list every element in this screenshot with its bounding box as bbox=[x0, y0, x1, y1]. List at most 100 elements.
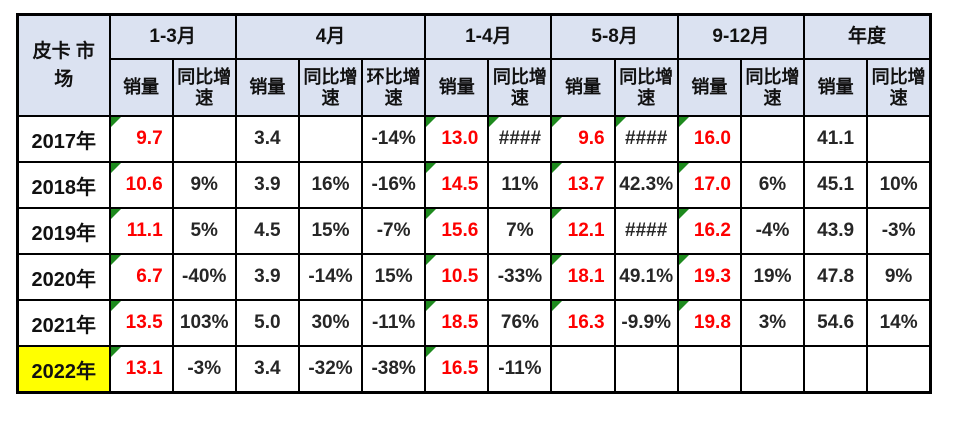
group-1-4月: 1-4月 bbox=[424, 13, 553, 60]
row-year-label: 2020年 bbox=[16, 253, 111, 301]
table-row: 2018年 10.6 9% 3.9 16% -16% 14.5 11% 13.7 42.3% 17.… bbox=[16, 161, 932, 209]
table-cell: #### bbox=[613, 115, 679, 163]
table-cell: 9.7 bbox=[108, 115, 174, 163]
table-cell: 19% bbox=[739, 253, 806, 301]
table-cell: #### bbox=[487, 115, 553, 163]
table-row: 2017年 9.7 3.4 -14% 13.0 #### 9.6 #### 16.0 41.1 bbox=[16, 115, 932, 163]
subcol-label: 同比增速 bbox=[739, 58, 806, 117]
table-cell: 15.6 bbox=[424, 207, 490, 255]
group-1-3月: 1-3月 bbox=[108, 13, 237, 60]
table-cell: 9% bbox=[171, 161, 237, 209]
table-cell bbox=[171, 115, 237, 163]
table-cell: 45.1 bbox=[803, 161, 869, 209]
table-cell: 13.5 bbox=[108, 299, 174, 347]
row-year-label: 2017年 bbox=[16, 115, 111, 163]
table-body: 2017年 9.7 3.4 -14% 13.0 #### 9.6 #### 16.0 41.1 20… bbox=[16, 115, 932, 394]
table-cell bbox=[866, 345, 932, 394]
table-cell: 76% bbox=[487, 299, 553, 347]
table-cell: 3.4 bbox=[234, 345, 300, 394]
subcol-label: 销量 bbox=[108, 58, 174, 117]
table-cell: 11% bbox=[487, 161, 553, 209]
subcol-label: 同比增速 bbox=[613, 58, 679, 117]
table-cell: 4.5 bbox=[234, 207, 300, 255]
table-cell: 42.3% bbox=[613, 161, 679, 209]
table-cell: 10.5 bbox=[424, 253, 490, 301]
subcol-label: 环比增速 bbox=[361, 58, 427, 117]
table-row: 2020年 6.7 -40% 3.9 -14% 15% 10.5 -33% 18.1 49.1% 1… bbox=[16, 253, 932, 301]
header-group-row: 皮卡 市 场 1-3月 4月 1-4月 5-8月 9-12月 年度 bbox=[16, 13, 932, 117]
group-4月: 4月 bbox=[234, 13, 427, 60]
subcol-label: 销量 bbox=[676, 58, 742, 117]
subcol-label: 同比增速 bbox=[866, 58, 932, 117]
subcol-label: 销量 bbox=[234, 58, 300, 117]
table-cell: 10% bbox=[866, 161, 932, 209]
group-5-8月: 5-8月 bbox=[550, 13, 679, 60]
table-cell: 54.6 bbox=[803, 299, 869, 347]
table-cell: 16% bbox=[297, 161, 364, 209]
table-cell: -7% bbox=[361, 207, 427, 255]
table-cell: 12.1 bbox=[550, 207, 616, 255]
table-cell: 18.5 bbox=[424, 299, 490, 347]
table-cell: -4% bbox=[739, 207, 806, 255]
table-cell: 3.9 bbox=[234, 161, 300, 209]
table-cell: 9% bbox=[866, 253, 932, 301]
table-cell: #### bbox=[613, 207, 679, 255]
table-cell: 15% bbox=[297, 207, 364, 255]
table-cell: 11.1 bbox=[108, 207, 174, 255]
table-cell: 14.5 bbox=[424, 161, 490, 209]
table-cell bbox=[739, 115, 806, 163]
table-cell: 15% bbox=[361, 253, 427, 301]
row-year-label: 2022年 bbox=[16, 345, 111, 394]
table-cell: 13.7 bbox=[550, 161, 616, 209]
table-cell bbox=[803, 345, 869, 394]
table-cell: -3% bbox=[866, 207, 932, 255]
table-cell: -40% bbox=[171, 253, 237, 301]
subcol-label: 销量 bbox=[424, 58, 490, 117]
table-cell: 16.0 bbox=[676, 115, 742, 163]
row-year-label: 2019年 bbox=[16, 207, 111, 255]
subcol-label: 销量 bbox=[803, 58, 869, 117]
table-row: 2021年 13.5 103% 5.0 30% -11% 18.5 76% 16.3 -9.9% 1… bbox=[16, 299, 932, 347]
table-cell bbox=[613, 345, 679, 394]
table-cell: 6% bbox=[739, 161, 806, 209]
table-cell: 16.5 bbox=[424, 345, 490, 394]
table-cell bbox=[739, 345, 806, 394]
row-year-label: 2018年 bbox=[16, 161, 111, 209]
corner-label: 皮卡 市 场 bbox=[16, 13, 111, 117]
table-cell: 9.6 bbox=[550, 115, 616, 163]
table-cell: 10.6 bbox=[108, 161, 174, 209]
subcol-label: 同比增速 bbox=[171, 58, 237, 117]
table-cell: 16.3 bbox=[550, 299, 616, 347]
row-year-label: 2021年 bbox=[16, 299, 111, 347]
table-cell bbox=[550, 345, 616, 394]
header-sub-row: 销量 同比增速 销量 同比增速 环比增速 销量 同比增速 销量 同比增速 销量 … bbox=[18, 58, 932, 117]
table-cell bbox=[297, 115, 364, 163]
table-cell: -14% bbox=[361, 115, 427, 163]
table-cell: -9.9% bbox=[613, 299, 679, 347]
table-cell bbox=[866, 115, 932, 163]
table-cell: 49.1% bbox=[613, 253, 679, 301]
table-cell: 41.1 bbox=[803, 115, 869, 163]
table-row: 2022年 13.1 -3% 3.4 -32% -38% 16.5 -11% bbox=[16, 345, 932, 394]
pickup-market-table: 皮卡 市 场 1-3月 4月 1-4月 5-8月 9-12月 年度 销量 同比增… bbox=[16, 13, 932, 394]
table-cell: 13.0 bbox=[424, 115, 490, 163]
table-cell bbox=[676, 345, 742, 394]
table-cell: 18.1 bbox=[550, 253, 616, 301]
group-年度: 年度 bbox=[803, 13, 932, 60]
table-cell: -3% bbox=[171, 345, 237, 394]
table-cell: 16.2 bbox=[676, 207, 742, 255]
table-cell: 19.8 bbox=[676, 299, 742, 347]
table-cell: 5.0 bbox=[234, 299, 300, 347]
table-cell: 3.9 bbox=[234, 253, 300, 301]
table-cell: 43.9 bbox=[803, 207, 869, 255]
subcol-label: 销量 bbox=[550, 58, 616, 117]
table-cell: 19.3 bbox=[676, 253, 742, 301]
table-cell: -11% bbox=[361, 299, 427, 347]
table-cell: 103% bbox=[171, 299, 237, 347]
subcol-label: 同比增速 bbox=[487, 58, 553, 117]
table-cell: 5% bbox=[171, 207, 237, 255]
table-cell: -38% bbox=[361, 345, 427, 394]
table-cell: 47.8 bbox=[803, 253, 869, 301]
table-cell: 3.4 bbox=[234, 115, 300, 163]
